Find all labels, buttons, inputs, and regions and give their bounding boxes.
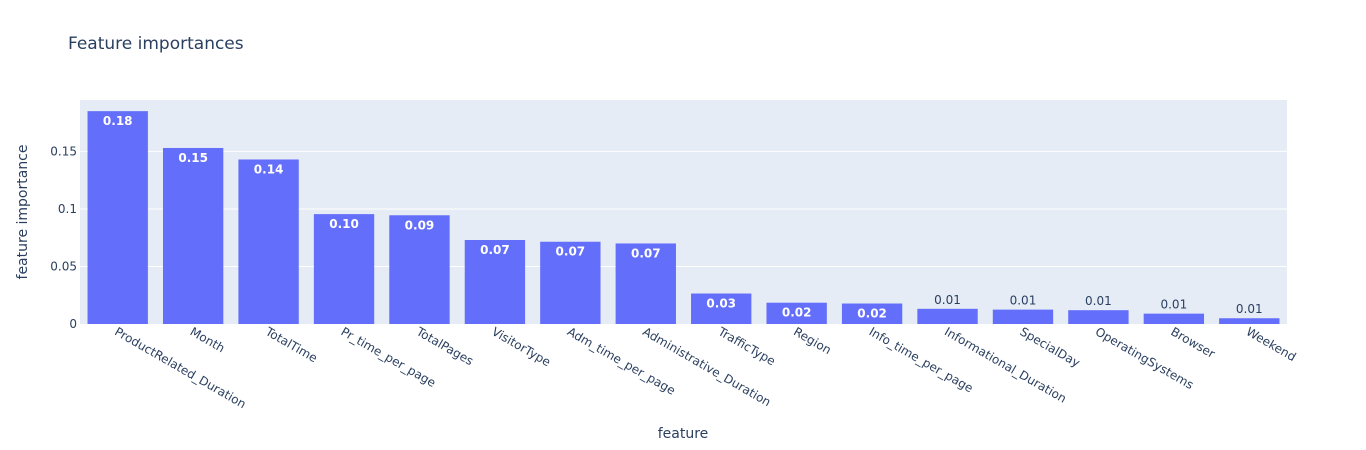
- y-axis-ticks: 0 0.05 0.1 0.15: [50, 144, 77, 331]
- y-tick-label: 0.15: [50, 144, 77, 158]
- data-label: 0.07: [631, 246, 661, 260]
- x-axis-title: feature: [658, 426, 709, 442]
- bar-TotalTime[interactable]: [238, 159, 299, 324]
- bar-Administrative_Duration[interactable]: [615, 243, 676, 324]
- x-tick-label: TotalPages: [413, 324, 476, 368]
- y-tick-label: 0.05: [50, 259, 77, 273]
- data-label: 0.01: [1010, 294, 1037, 308]
- bar-Region[interactable]: [766, 302, 827, 324]
- bar-TotalPages[interactable]: [389, 215, 450, 324]
- data-label: 0.09: [405, 218, 435, 232]
- data-label: 0.02: [857, 307, 887, 321]
- x-tick-label: Weekend: [1244, 324, 1299, 364]
- x-tick-label: TotalTime: [262, 324, 320, 365]
- data-label: 0.02: [782, 306, 812, 320]
- bar-VisitorType[interactable]: [464, 240, 526, 324]
- data-label: 0.01: [934, 293, 961, 307]
- bar-SpecialDay[interactable]: [992, 309, 1054, 324]
- bar-TrafficType[interactable]: [691, 293, 752, 324]
- data-label: 0.01: [1085, 294, 1112, 308]
- data-labels: 0.18 0.15 0.14 0.10 0.09 0.07 0.07 0.07 0.03 0.02…: [103, 114, 1263, 320]
- bar-Info_time_per_page[interactable]: [841, 303, 903, 324]
- data-label: 0.01: [1160, 298, 1187, 312]
- x-tick-label: SpecialDay: [1017, 324, 1082, 370]
- y-tick-label: 0: [69, 317, 77, 331]
- data-label: 0.10: [329, 217, 359, 231]
- y-axis-title: feature importance: [15, 145, 31, 280]
- x-tick-label: TrafficType: [715, 324, 778, 368]
- bar-Month[interactable]: [162, 147, 224, 324]
- data-label: 0.14: [254, 162, 284, 176]
- data-label: 0.18: [103, 114, 133, 128]
- data-label: 0.01: [1236, 302, 1263, 316]
- bar-Weekend[interactable]: [1219, 318, 1280, 324]
- data-label: 0.15: [178, 151, 208, 165]
- bar-Pr_time_per_page[interactable]: [313, 214, 375, 324]
- data-label: 0.03: [706, 297, 736, 311]
- x-tick-label: Informational_Duration: [942, 324, 1069, 405]
- bar-OperatingSystems[interactable]: [1068, 310, 1129, 324]
- bar-Informational_Duration[interactable]: [917, 308, 978, 324]
- x-tick-label: Browser: [1168, 324, 1217, 360]
- x-tick-label: Month: [188, 324, 228, 355]
- y-tick-label: 0.1: [58, 202, 77, 216]
- x-tick-label: Region: [791, 324, 834, 357]
- x-tick-label: ProductRelated_Duration: [112, 324, 248, 411]
- data-label: 0.07: [480, 243, 510, 257]
- bars: [87, 111, 1280, 325]
- bar-ProductRelated_Duration[interactable]: [87, 111, 148, 325]
- bar-Adm_time_per_page[interactable]: [540, 241, 601, 324]
- x-tick-label: Administrative_Duration: [640, 324, 773, 409]
- data-label: 0.07: [556, 245, 586, 259]
- bar-Browser[interactable]: [1143, 313, 1205, 324]
- chart-title: Feature importances: [68, 34, 244, 54]
- x-tick-label: VisitorType: [489, 324, 553, 369]
